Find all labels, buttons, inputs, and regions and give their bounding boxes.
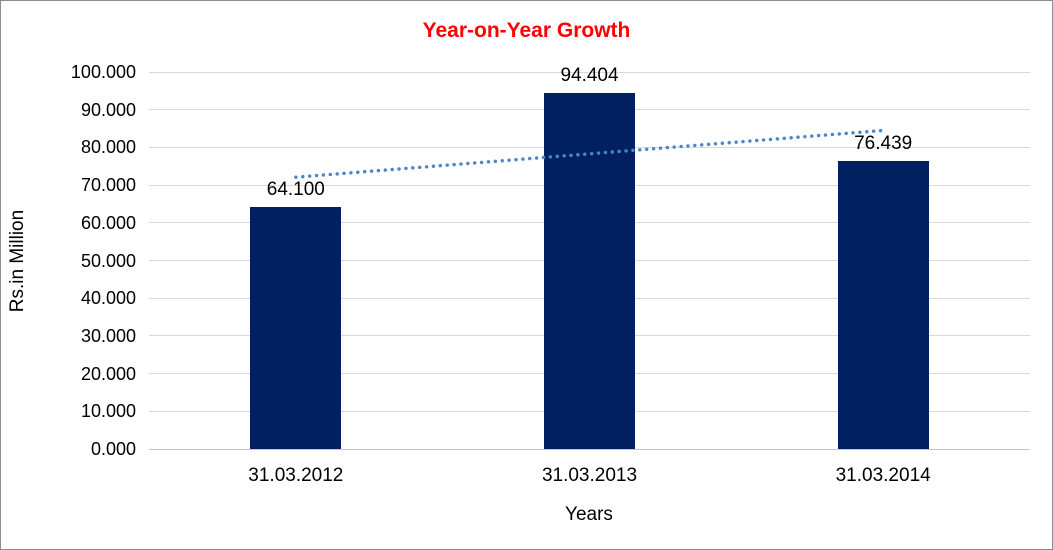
x-tick-label: 31.03.2013: [541, 465, 638, 486]
y-tick-label: 90.000: [80, 99, 136, 120]
y-tick-label: 100.000: [70, 62, 136, 82]
chart-title: Year-on-Year Growth: [422, 19, 631, 42]
y-tick-label: 0.000: [90, 439, 136, 459]
y-axis-title: Rs.in Million: [7, 209, 28, 313]
x-tick-label: 31.03.2014: [835, 465, 931, 486]
y-tick-label: 80.000: [80, 137, 136, 158]
bar-31.03.2014: [837, 160, 929, 449]
x-axis-title: Years: [565, 504, 613, 525]
bar-value-label: 94.404: [560, 65, 619, 87]
x-axis-line: [149, 448, 1030, 450]
bar-31.03.2013: [544, 93, 635, 449]
bar-31.03.2012: [250, 207, 342, 449]
y-gridline: [149, 71, 1030, 73]
bar-value-label: 64.100: [266, 179, 325, 201]
y-tick-label: 30.000: [80, 325, 136, 346]
y-tick-label: 50.000: [80, 250, 136, 271]
x-tick-label: 31.03.2012: [248, 465, 344, 486]
y-tick-label: 20.000: [80, 363, 136, 384]
y-tick-label: 40.000: [80, 288, 136, 309]
y-tick-label: 10.000: [80, 401, 136, 422]
bar-value-label: 76.439: [854, 132, 913, 154]
y-tick-label: 60.000: [80, 212, 136, 233]
y-tick-label: 70.000: [80, 175, 136, 196]
